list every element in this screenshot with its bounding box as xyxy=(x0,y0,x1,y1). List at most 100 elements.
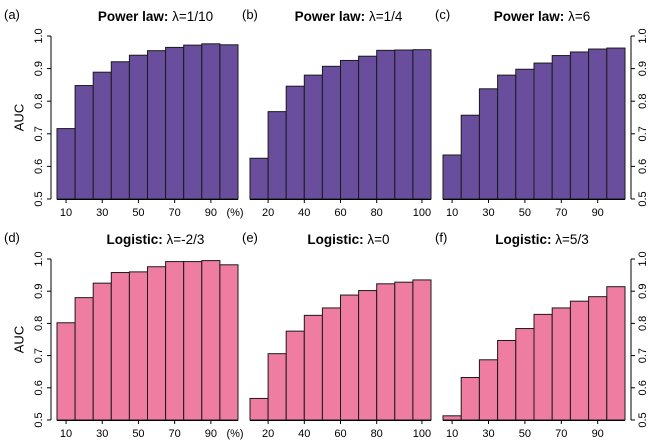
x-tick-label: 90 xyxy=(592,428,604,440)
y-tick-label: 0.9 xyxy=(33,61,45,76)
bar-60 xyxy=(147,50,167,200)
bar-70 xyxy=(165,46,185,200)
y-tick-label: 0.9 xyxy=(33,284,45,299)
bar-70 xyxy=(358,55,378,200)
bar-30 xyxy=(92,71,112,200)
bar-20 xyxy=(267,353,287,421)
bar-80 xyxy=(376,49,396,200)
panel-title-lambda: λ=5/3 xyxy=(552,232,589,247)
panel-title: Power law: λ=1/4 xyxy=(295,9,403,24)
y-tick-label: 0.7 xyxy=(33,348,45,363)
x-tick-label: 50 xyxy=(132,428,144,440)
x-tick-label: 30 xyxy=(482,207,494,219)
panel-title-lambda: λ=1/4 xyxy=(365,9,403,24)
x-tick-label: 10 xyxy=(60,428,72,440)
panel-title-lambda: λ=1/10 xyxy=(168,9,213,24)
bar-30 xyxy=(478,88,499,200)
x-tick-label: 40 xyxy=(298,207,310,219)
y-tick-label: 1.0 xyxy=(637,251,649,266)
x-unit-label: (%) xyxy=(226,428,243,440)
bar-40 xyxy=(303,74,323,200)
bar-70 xyxy=(358,290,378,421)
bar-100 xyxy=(219,264,239,421)
y-tick-label: 0.7 xyxy=(637,126,649,141)
x-tick-label: 10 xyxy=(446,428,458,440)
y-tick-label: 0.9 xyxy=(637,61,649,76)
bar-80 xyxy=(183,261,203,421)
bar-40 xyxy=(110,61,130,200)
panel-letter: (e) xyxy=(242,230,258,245)
y-tick-label: 1.0 xyxy=(637,28,649,43)
bar-50 xyxy=(128,54,148,200)
x-tick-label: 60 xyxy=(334,207,346,219)
y-tick-label: 0.6 xyxy=(33,159,45,174)
y-tick-label: 0.8 xyxy=(637,94,649,109)
bar-30 xyxy=(92,282,112,421)
x-tick-label: 70 xyxy=(555,428,567,440)
bar-70 xyxy=(551,55,571,200)
bar-60 xyxy=(340,59,360,200)
bar-90 xyxy=(588,48,608,200)
bar-20 xyxy=(460,377,480,421)
panel-title: Power law: λ=1/10 xyxy=(98,9,213,24)
panel-title: Logistic: λ=0 xyxy=(307,232,389,247)
y-tick-label: 0.5 xyxy=(33,191,45,206)
x-tick-label: 80 xyxy=(371,207,383,219)
bar-80 xyxy=(183,44,203,200)
bar-100 xyxy=(606,47,626,200)
panel-a: 10 30 50 70 90 (%) 0.5 0.6 0.7 0.8 0.9 1.0 AUC (a) Pow… xyxy=(4,7,244,219)
x-tick-label: 30 xyxy=(96,207,108,219)
bar-10 xyxy=(442,415,462,421)
bar-30 xyxy=(478,359,499,421)
panel-title: Logistic: λ=5/3 xyxy=(495,232,588,247)
bar-50 xyxy=(321,307,341,421)
y-tick-label: 0.6 xyxy=(637,159,649,174)
bar-90 xyxy=(201,260,221,421)
x-tick-label: 70 xyxy=(555,207,567,219)
panel-title-bold: Logistic: xyxy=(307,232,363,247)
bar-80 xyxy=(569,51,590,200)
panel-title-bold: Power law: xyxy=(295,9,366,24)
y-tick-label: 0.5 xyxy=(33,412,45,427)
x-tick-label: 30 xyxy=(96,428,108,440)
bar-60 xyxy=(533,62,553,200)
panel-c: 10 30 50 70 90 0.5 0.6 0.7 0.8 0.9 1.0 (c) Power law… xyxy=(435,7,649,219)
x-tick-label: 20 xyxy=(262,428,274,440)
x-tick-label: 70 xyxy=(169,428,181,440)
bar-70 xyxy=(551,307,571,421)
panel-title-lambda: λ=6 xyxy=(564,9,590,24)
bar-100 xyxy=(219,44,239,200)
bar-20 xyxy=(267,111,287,200)
x-tick-label: 10 xyxy=(60,207,72,219)
bar-70 xyxy=(165,261,185,421)
y-tick-label: 0.8 xyxy=(33,316,45,331)
y-axis-title: AUC xyxy=(11,104,26,131)
y-tick-label: 1.0 xyxy=(33,251,45,266)
panel-title-bold: Logistic: xyxy=(495,232,551,247)
panel-title-lambda: λ=-2/3 xyxy=(163,232,205,247)
bar-10 xyxy=(249,157,269,200)
x-tick-label: 10 xyxy=(446,207,458,219)
panel-letter: (b) xyxy=(242,7,258,22)
bar-10 xyxy=(56,128,76,200)
y-tick-label: 0.8 xyxy=(637,316,649,331)
bar-30 xyxy=(285,85,305,200)
bar-60 xyxy=(340,294,360,421)
x-tick-label: 50 xyxy=(519,428,531,440)
y-tick-label: 0.7 xyxy=(33,126,45,141)
bar-60 xyxy=(533,313,553,421)
panel-d: 10 30 50 70 90 (%) 0.5 0.6 0.7 0.8 0.9 1.0 AUC (d) Log… xyxy=(4,230,244,440)
bar-40 xyxy=(497,74,517,200)
y-axis-title: AUC xyxy=(11,326,26,353)
x-tick-label: 60 xyxy=(334,428,346,440)
y-tick-label: 0.9 xyxy=(637,284,649,299)
panel-letter: (f) xyxy=(435,230,447,245)
panel-title-bold: Power law: xyxy=(494,9,565,24)
x-tick-label: 80 xyxy=(371,428,383,440)
bar-40 xyxy=(303,314,323,421)
y-tick-label: 0.5 xyxy=(637,191,649,206)
bar-10 xyxy=(249,397,269,421)
x-tick-label: 90 xyxy=(205,207,217,219)
x-tick-label: 100 xyxy=(413,207,431,219)
bar-90 xyxy=(588,296,608,421)
